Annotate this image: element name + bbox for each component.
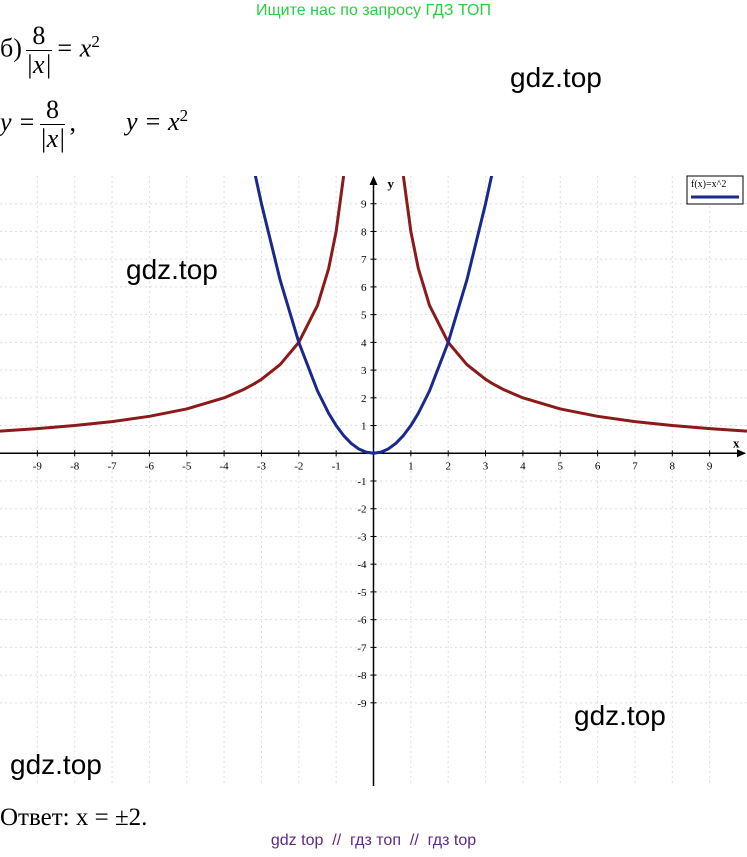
y-tick-label: 1	[361, 421, 367, 433]
x-tick-label: 7	[632, 460, 638, 472]
y-tick-label: 5	[361, 310, 367, 322]
x-tick-label: 5	[558, 460, 564, 472]
y-tick-label: -9	[357, 698, 367, 710]
x-tick-label: -7	[107, 460, 117, 472]
fraction: 8 |x|	[25, 21, 52, 79]
x-tick-label: -6	[145, 460, 155, 472]
y-tick-label: -2	[357, 504, 366, 516]
label: б)	[0, 33, 22, 63]
y-tick-label: -7	[357, 642, 367, 654]
watermark: gdz.top	[10, 749, 102, 780]
denominator: |x|	[39, 124, 66, 153]
legend-label: f(x)=x^2	[691, 179, 726, 190]
problem: б) 8 |x| = x2	[0, 22, 100, 79]
banner: Ищите нас по запросу ГДЗ ТОП	[256, 2, 491, 19]
y-tick-label: -5	[357, 587, 367, 599]
x-tick-label: -8	[70, 460, 80, 472]
watermark: gdz.top	[574, 700, 666, 731]
x-tick-label: 8	[670, 460, 676, 472]
x-tick-label: -2	[294, 460, 303, 472]
y-tick-label: 3	[361, 365, 367, 377]
left: y =	[0, 107, 36, 137]
y-tick-label: -8	[357, 670, 367, 682]
x-tick-label: -4	[220, 460, 230, 472]
exponent: 2	[179, 105, 189, 125]
curve	[253, 176, 494, 455]
x-tick-label: 1	[408, 460, 414, 472]
y-tick-label: 4	[361, 337, 367, 349]
x-tick-label: 4	[520, 460, 526, 472]
y-tick-label: 6	[361, 282, 367, 294]
y-tick-label: 8	[361, 226, 367, 238]
system: y = 8 |x|, y = x2	[0, 96, 188, 153]
y-tick-label: 7	[361, 254, 367, 266]
denominator: |x|	[25, 50, 52, 79]
comma: ,	[69, 107, 76, 137]
y-arrow	[369, 176, 378, 185]
y-tick-label: 9	[361, 199, 367, 211]
right: y = x	[125, 107, 180, 137]
watermark: gdz.top	[510, 62, 602, 93]
x-tick-label: 6	[595, 460, 601, 472]
x-tick-label: -1	[332, 460, 341, 472]
x-tick-label: -5	[182, 460, 192, 472]
y-tick-label: 2	[361, 393, 367, 405]
x-arrow	[737, 449, 746, 458]
y-tick-label: -3	[357, 531, 367, 543]
exponent: 2	[91, 31, 100, 51]
legend-box	[686, 175, 744, 205]
rhs: = x	[55, 33, 92, 63]
x-tick-label: 9	[707, 460, 713, 472]
y-tick-label: -4	[357, 559, 367, 571]
numerator: 8	[46, 95, 60, 124]
x-tick-label: 2	[445, 460, 451, 472]
y-tick-label: -1	[357, 476, 366, 488]
fraction: 8 |x|	[39, 95, 66, 153]
footer: gdz top // гдз топ // гдз top	[270, 832, 477, 849]
watermark: gdz.top	[126, 254, 218, 285]
x-tick-label: -9	[33, 460, 43, 472]
y-tick-label: -6	[357, 615, 367, 627]
x-axis-label: x	[733, 435, 740, 450]
curve	[0, 176, 747, 433]
y-axis-label: y	[388, 176, 395, 191]
answer: Ответ: x = ±2.	[0, 804, 148, 831]
numerator: 8	[32, 21, 46, 50]
x-tick-label: 3	[483, 460, 489, 472]
x-tick-label: -3	[257, 460, 267, 472]
